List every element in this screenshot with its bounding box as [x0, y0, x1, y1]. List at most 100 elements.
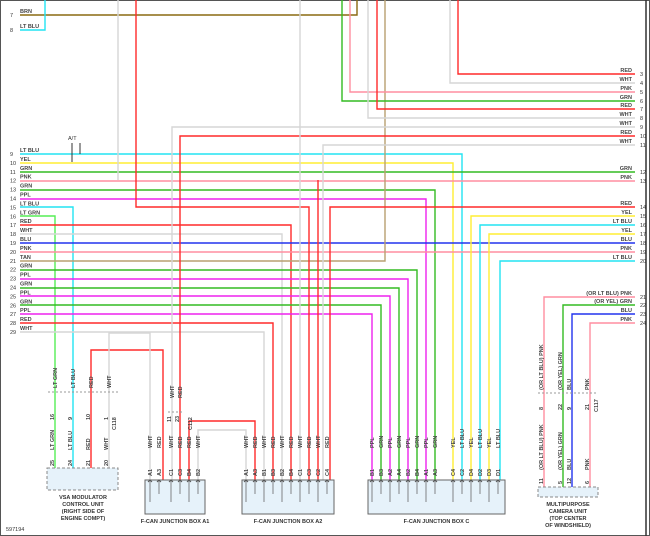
wire-vsa-wht — [108, 332, 151, 480]
pin-id: D3 — [487, 469, 493, 476]
left-row-color-label: RED — [20, 317, 32, 323]
pin-wire-color: LT BLU — [478, 429, 484, 448]
pin-wire-color: WHT — [148, 435, 154, 448]
pin-wire-color: YEL — [451, 437, 457, 448]
right-row-number: 3 — [640, 72, 643, 78]
left-row-number: 16 — [10, 214, 16, 220]
left-row-color-label: GRN — [20, 282, 32, 288]
left-row-color-label: GRN — [20, 166, 32, 172]
pin-id: D2 — [478, 469, 484, 476]
left-row-number: 8 — [10, 28, 13, 34]
left-row-number: 13 — [10, 188, 16, 194]
pin-wire-color: RED — [178, 436, 184, 448]
left-row-number: 21 — [10, 259, 16, 265]
left-row-number: 25 — [10, 294, 16, 300]
vsa-body — [46, 467, 119, 491]
right-row-color-label: YEL — [621, 228, 632, 234]
camera-pin-color: PNK — [585, 458, 591, 470]
pin-wire-color: YEL — [487, 437, 493, 448]
right-row-number: 18 — [640, 241, 646, 247]
right-row-number: 17 — [640, 232, 646, 238]
left-row-number: 10 — [10, 161, 16, 167]
camera-top-pin-id: 22 — [558, 404, 564, 410]
left-row-number: 28 — [10, 321, 16, 327]
right-row-color-label: WHT — [619, 139, 632, 145]
wire-right-9 — [171, 126, 635, 480]
c112-pin-id: 11 — [167, 416, 173, 422]
left-row-number: 19 — [10, 241, 16, 247]
pin-id: C3 — [307, 469, 313, 476]
vsa-pin-id: 21 — [86, 460, 92, 466]
left-row-number: 24 — [10, 286, 16, 292]
left-row-color-label: BLU — [20, 237, 31, 243]
wire-right-10 — [179, 135, 635, 480]
left-row-number: 9 — [10, 152, 13, 158]
wire-right-15 — [470, 215, 635, 480]
pin-wire-color: RED — [289, 436, 295, 448]
pin-wire-color: LT BLU — [496, 429, 502, 448]
vsa-top-pin-color: RED — [89, 376, 95, 388]
vsa-top-pin-id: 9 — [68, 417, 74, 420]
pin-wire-color: RED — [325, 436, 331, 448]
left-row-number: 22 — [10, 268, 16, 274]
wire-right-23 — [571, 313, 635, 487]
left-row-number: 15 — [10, 205, 16, 211]
pin-wire-color: GRN — [397, 436, 403, 448]
left-row-number: 17 — [10, 223, 16, 229]
right-row-color-label: GRN — [620, 166, 632, 172]
pin-wire-color: RED — [271, 436, 277, 448]
right-row-number: 10 — [640, 134, 646, 140]
wire-right-8 — [367, 0, 635, 119]
pin-wire-color: GRN — [379, 436, 385, 448]
right-row-color-label: PNK — [620, 86, 632, 92]
wire-left-14 — [20, 198, 427, 480]
camera-top-pin-color: (OR YEL) GRN — [558, 352, 564, 390]
left-row-color-label: TAN — [20, 255, 31, 261]
diagram-id: 597194 — [6, 527, 24, 533]
wire-left-23 — [20, 278, 409, 480]
camera-title-line: (TOP CENTER — [549, 516, 586, 522]
wire-left-17 — [20, 224, 292, 480]
pin-id: A1 — [424, 469, 430, 476]
pin-id: B2 — [406, 469, 412, 476]
right-row-color-label: PNK — [620, 317, 632, 323]
pin-id: C2 — [460, 469, 466, 476]
pin-id: A3 — [253, 469, 259, 476]
wire-left-27 — [20, 313, 373, 480]
vsa-title-line: (RIGHT SIDE OF — [62, 509, 105, 515]
pin-wire-color: LT BLU — [460, 429, 466, 448]
pin-wire-color: RED — [187, 436, 193, 448]
connector-c117-label: C117 — [594, 399, 600, 412]
connector-c118-label: C118 — [112, 417, 118, 430]
pin-id: B4 — [289, 468, 295, 476]
box-a1: WHT A1 RED A3 WHT C1 RED C3 RED B4 WHT B2 F-CAN JUNC… — [141, 435, 210, 525]
pin-id: C2 — [316, 469, 322, 476]
pin-wire-color: WHT — [316, 435, 322, 448]
camera-top-pin-id: 21 — [585, 404, 591, 410]
right-row-color-label: RED — [620, 201, 632, 207]
box-a2-body — [241, 479, 335, 515]
pin-id: B3 — [271, 469, 277, 476]
wire-right-6 — [341, 0, 635, 102]
wire-right-14 — [329, 206, 635, 480]
left-row-number: 20 — [10, 250, 16, 256]
box-c: PPL B1 GRN B3 PPL A2 GRN A4 PPL B2 GRN B4 PPL A1 GRN A3… — [367, 429, 506, 525]
right-row-color-label: PNK — [620, 175, 632, 181]
left-row-color-label: YEL — [20, 157, 31, 163]
vsa-pin-color: RED — [86, 438, 92, 450]
pin-wire-color: RED — [307, 436, 313, 448]
pin-wire-color: WHT — [280, 435, 286, 448]
right-row-color-label: WHT — [619, 112, 632, 118]
c112-pin-id: 23 — [175, 416, 181, 422]
left-row-number: 12 — [10, 179, 16, 185]
left-row-color-label: LT GRN — [20, 210, 40, 216]
camera-top-pin-color: (OR LT BLU) PNK — [539, 344, 545, 390]
left-row-color-label: WHT — [20, 228, 33, 234]
right-row-color-label: (OR LT BLU) PNK — [586, 291, 632, 297]
right-row-number: 8 — [640, 116, 643, 122]
pin-wire-color: PPL — [388, 437, 394, 448]
box-c-title: F-CAN JUNCTION BOX C — [404, 519, 470, 525]
